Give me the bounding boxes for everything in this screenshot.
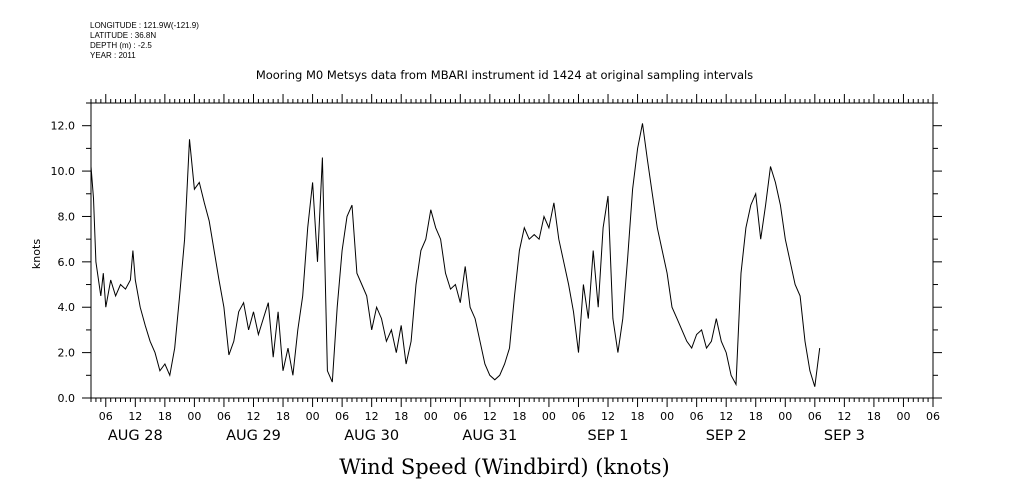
x-tick-label: 06 [217, 410, 231, 423]
y-tick-label: 10.0 [51, 165, 76, 178]
x-tick-label: 00 [778, 410, 792, 423]
x-tick-label: 18 [867, 410, 881, 423]
x-tick-label: 18 [749, 410, 763, 423]
x-tick-label: 12 [246, 410, 260, 423]
y-axis-label: knots [30, 239, 43, 269]
x-date-label: AUG 28 [108, 428, 163, 444]
x-tick-label: 18 [158, 410, 172, 423]
plot-frame [90, 102, 934, 399]
y-tick-label: 8.0 [58, 210, 76, 223]
x-tick-label: 00 [542, 410, 556, 423]
y-tick-label: 6.0 [58, 256, 76, 269]
x-date-label: AUG 31 [462, 428, 517, 444]
x-tick-label: 06 [335, 410, 349, 423]
x-tick-label: 06 [453, 410, 467, 423]
x-tick-label: 06 [808, 410, 822, 423]
x-tick-label: 00 [896, 410, 910, 423]
x-tick-label: 12 [719, 410, 733, 423]
x-tick-label: 18 [512, 410, 526, 423]
depth-label: DEPTH (m) : -2.5 [90, 41, 152, 50]
x-tick-label: 12 [483, 410, 497, 423]
axis-ticks [82, 94, 942, 407]
x-tick-label: 00 [306, 410, 320, 423]
x-axis-label: Wind Speed (Windbird) (knots) [339, 455, 670, 479]
y-tick-label: 4.0 [58, 301, 76, 314]
x-date-label: SEP 1 [588, 428, 629, 444]
x-tick-label: 12 [128, 410, 142, 423]
year-label: YEAR : 2011 [90, 51, 136, 60]
latitude-label: LATITUDE : 36.8N [90, 31, 157, 40]
x-tick-label: 12 [837, 410, 851, 423]
x-tick-label: 06 [99, 410, 113, 423]
y-tick-label: 0.0 [58, 392, 76, 405]
chart-title: Mooring M0 Metsys data from MBARI instru… [255, 68, 754, 82]
station-metadata: LONGITUDE : 121.9W(-121.9) LATITUDE : 36… [90, 21, 199, 61]
x-tick-label: 00 [187, 410, 201, 423]
x-tick-label: 06 [926, 410, 940, 423]
x-tick-label: 18 [276, 410, 290, 423]
x-date-label: AUG 30 [344, 428, 399, 444]
x-tick-label: 12 [601, 410, 615, 423]
x-tick-label: 18 [631, 410, 645, 423]
x-tick-label: 06 [690, 410, 704, 423]
axis-tick-labels: 0.0 2.0 4.0 6.0 8.0 10.0 12.0 06 12 18 00 06 12 18 00 0… [51, 120, 941, 444]
x-tick-label: 06 [571, 410, 585, 423]
x-tick-label: 00 [660, 410, 674, 423]
x-tick-label: 18 [394, 410, 408, 423]
x-date-label: SEP 3 [824, 428, 865, 444]
y-tick-label: 12.0 [51, 120, 76, 133]
x-date-label: AUG 29 [226, 428, 281, 444]
series-line [90, 123, 821, 387]
x-date-label: SEP 2 [706, 428, 747, 444]
x-tick-label: 12 [365, 410, 379, 423]
longitude-label: LONGITUDE : 121.9W(-121.9) [90, 21, 199, 30]
y-tick-label: 2.0 [58, 347, 76, 360]
x-tick-label: 00 [424, 410, 438, 423]
